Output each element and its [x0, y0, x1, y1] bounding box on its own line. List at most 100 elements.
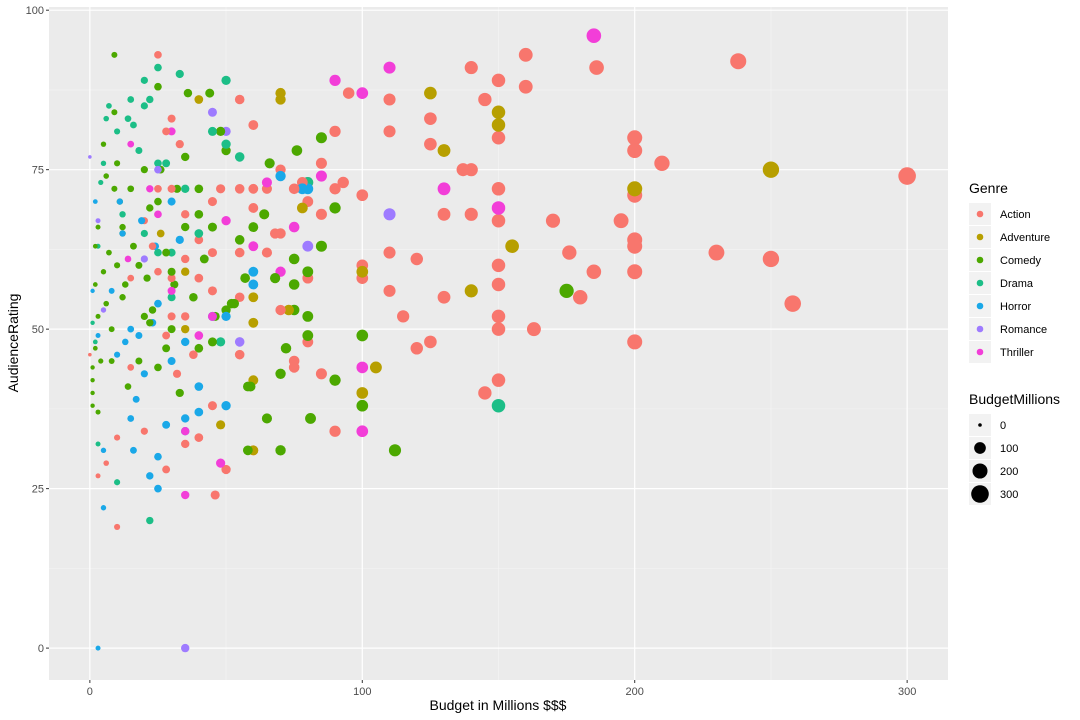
data-point-thriller: [261, 177, 272, 188]
data-point-action: [613, 213, 629, 229]
data-point-comedy: [226, 298, 237, 309]
data-point-horror: [296, 183, 308, 195]
data-point-drama: [135, 147, 143, 155]
data-point-action: [216, 184, 226, 194]
data-point-action: [261, 247, 272, 258]
data-point-drama: [127, 96, 135, 103]
data-point-horror: [275, 170, 286, 182]
data-point-comedy: [221, 305, 231, 315]
data-point-horror: [167, 197, 176, 206]
budget-size-legend: BudgetMillions 0 100 200 300: [969, 391, 1060, 505]
data-point-comedy: [92, 345, 98, 351]
data-point-action: [95, 473, 101, 479]
data-point-adventure: [369, 361, 382, 374]
data-point-adventure: [275, 94, 286, 105]
data-point-horror: [154, 484, 162, 493]
data-point-adventure: [464, 284, 478, 298]
data-point-action: [234, 247, 245, 258]
data-point-comedy: [329, 374, 341, 386]
x-tick-label: 200: [626, 686, 644, 698]
data-point-comedy: [122, 281, 129, 288]
data-point-action: [248, 203, 259, 213]
data-point-action: [410, 342, 423, 355]
data-point-action: [315, 157, 327, 169]
size-label-200: 200: [1000, 466, 1018, 478]
data-point-comedy: [170, 280, 179, 289]
legend-key-romance: [976, 325, 984, 333]
data-point-action: [189, 350, 198, 359]
data-point-comedy: [189, 292, 198, 302]
data-point-action: [167, 114, 176, 123]
data-point-action: [627, 130, 643, 146]
data-point-comedy: [315, 240, 327, 252]
data-point-drama: [124, 115, 132, 122]
data-point-action: [181, 210, 190, 219]
data-point-romance: [302, 240, 314, 252]
data-point-action: [456, 163, 470, 177]
genre-legend: Genre Action Adventure Comedy Drama Horror Ro…: [969, 180, 1050, 363]
data-point-action: [172, 369, 182, 378]
data-point-comedy: [114, 160, 121, 167]
data-point-adventure: [491, 105, 506, 120]
data-point-action: [464, 207, 478, 221]
data-point-thriller: [146, 185, 154, 193]
data-point-action: [154, 267, 162, 276]
data-point-action: [167, 312, 176, 321]
data-point-drama: [114, 479, 121, 486]
data-point-comedy: [114, 262, 121, 269]
data-point-action: [175, 140, 184, 149]
data-point-horror: [140, 370, 148, 378]
data-point-romance: [88, 155, 92, 159]
size-key-300: [971, 485, 989, 503]
data-point-action: [194, 273, 204, 283]
data-point-drama: [100, 160, 107, 166]
data-point-horror: [221, 401, 231, 411]
data-point-comedy: [194, 209, 204, 219]
data-point-action: [315, 368, 327, 380]
data-point-drama: [167, 248, 176, 257]
data-point-action: [162, 331, 171, 340]
data-point-action: [784, 295, 802, 312]
data-point-comedy: [119, 223, 126, 231]
data-point-horror: [248, 279, 259, 290]
data-point-comedy: [95, 224, 101, 230]
data-point-comedy: [259, 209, 270, 220]
data-point-horror: [119, 230, 126, 237]
data-point-drama: [103, 115, 109, 122]
data-point-drama: [95, 441, 101, 447]
data-point-horror: [162, 420, 171, 429]
data-point-comedy: [194, 184, 204, 194]
data-point-thriller: [207, 311, 217, 321]
legend-label-adventure: Adventure: [1000, 232, 1050, 244]
data-point-horror: [92, 199, 98, 204]
data-point-action: [410, 252, 423, 266]
data-point-action: [114, 434, 121, 441]
legend-label-romance: Romance: [1000, 324, 1047, 336]
data-point-comedy: [100, 141, 107, 147]
data-point-adventure: [437, 144, 451, 157]
data-point-comedy: [103, 173, 109, 179]
data-point-horror: [122, 338, 129, 346]
data-point-action: [478, 386, 492, 400]
legend-label-action: Action: [1000, 209, 1031, 221]
data-point-action: [329, 183, 341, 195]
legend-key-comedy: [976, 256, 984, 264]
data-point-thriller: [154, 210, 162, 219]
data-point-comedy: [154, 197, 162, 206]
data-point-comedy: [315, 132, 327, 144]
data-point-comedy: [127, 185, 135, 193]
data-point-thriller: [356, 87, 369, 99]
legend-key-thriller: [976, 348, 984, 356]
legend-label-drama: Drama: [1000, 278, 1034, 290]
data-point-action: [114, 523, 121, 530]
data-point-action: [234, 292, 245, 303]
data-point-comedy: [92, 243, 98, 249]
data-point-comedy: [288, 279, 300, 290]
data-point-action: [88, 352, 92, 357]
data-point-thriller: [181, 490, 190, 500]
y-tick-label: 100: [26, 5, 44, 17]
data-point-thriller: [167, 127, 176, 136]
data-point-thriller: [586, 28, 602, 44]
data-point-action: [627, 264, 643, 280]
